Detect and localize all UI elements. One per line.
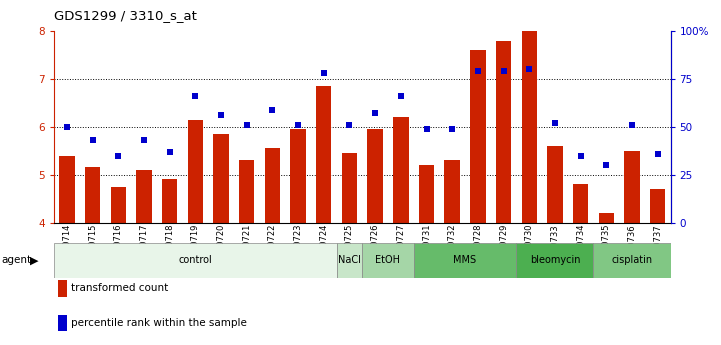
Point <box>421 126 433 131</box>
Bar <box>573 184 588 223</box>
Bar <box>342 153 357 223</box>
Bar <box>110 187 126 223</box>
Point <box>601 162 612 168</box>
Text: MMS: MMS <box>454 256 477 265</box>
Point <box>267 107 278 112</box>
Point <box>395 93 407 99</box>
Bar <box>393 117 409 223</box>
Point <box>369 111 381 116</box>
Bar <box>593 243 671 278</box>
Point <box>164 149 175 155</box>
Bar <box>362 243 414 278</box>
Bar <box>316 86 332 223</box>
Text: cisplatin: cisplatin <box>611 256 653 265</box>
Point <box>627 122 638 128</box>
Bar <box>136 170 151 223</box>
Text: EtOH: EtOH <box>376 256 400 265</box>
Bar <box>470 50 485 223</box>
Bar <box>414 243 516 278</box>
Text: ▶: ▶ <box>30 256 39 265</box>
Bar <box>265 148 280 223</box>
Bar <box>59 156 75 223</box>
Text: bleomycin: bleomycin <box>530 256 580 265</box>
Bar <box>213 134 229 223</box>
Bar <box>85 167 100 223</box>
Bar <box>598 213 614 223</box>
Point <box>216 112 227 118</box>
Bar <box>54 243 337 278</box>
Bar <box>650 189 665 223</box>
Text: agent: agent <box>1 256 32 265</box>
Point <box>112 153 124 158</box>
Text: control: control <box>179 256 212 265</box>
Point <box>497 69 509 74</box>
Bar <box>624 151 640 223</box>
Point <box>446 126 458 131</box>
Bar <box>547 146 562 223</box>
Text: NaCl: NaCl <box>338 256 361 265</box>
Text: transformed count: transformed count <box>71 284 168 293</box>
Text: GDS1299 / 3310_s_at: GDS1299 / 3310_s_at <box>54 9 197 22</box>
Bar <box>521 31 537 223</box>
Bar <box>368 129 383 223</box>
Bar <box>516 243 593 278</box>
Bar <box>162 179 177 223</box>
Point <box>575 153 586 158</box>
Point <box>190 93 201 99</box>
Point <box>652 151 663 156</box>
Point <box>344 122 355 128</box>
Point <box>523 67 535 72</box>
Bar <box>496 41 511 223</box>
Point <box>241 122 252 128</box>
Bar <box>291 129 306 223</box>
Point <box>138 137 150 143</box>
Point <box>318 70 329 76</box>
Point <box>549 120 561 126</box>
Bar <box>337 243 362 278</box>
Bar <box>419 165 434 223</box>
Point <box>61 124 73 130</box>
Bar <box>239 160 255 223</box>
Bar <box>444 160 460 223</box>
Point <box>472 69 484 74</box>
Point <box>87 137 98 143</box>
Text: percentile rank within the sample: percentile rank within the sample <box>71 318 247 328</box>
Point <box>292 122 304 128</box>
Bar <box>187 120 203 223</box>
